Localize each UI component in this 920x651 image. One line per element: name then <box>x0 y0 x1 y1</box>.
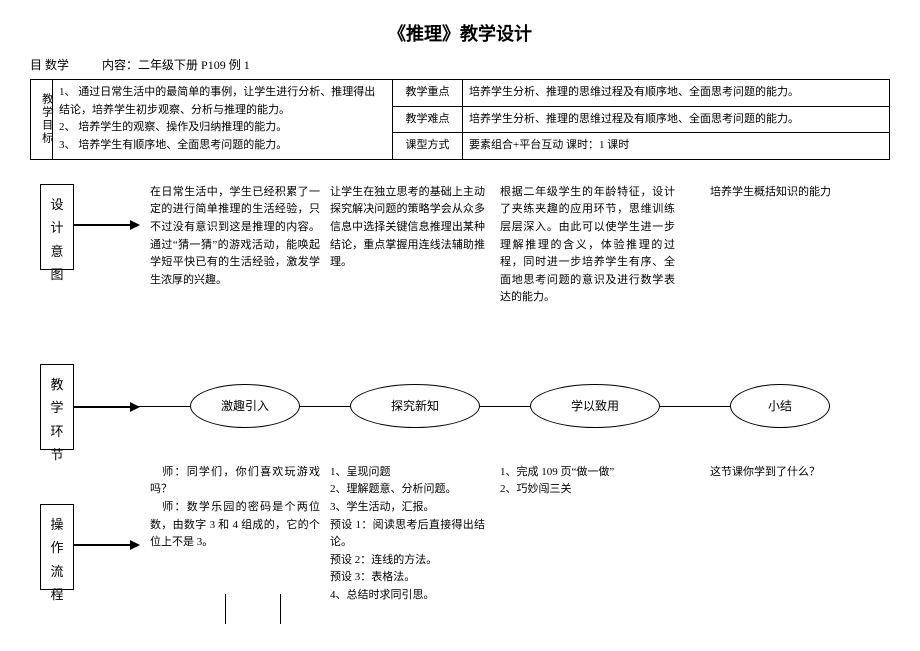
row-val-2: 要素组合+平台互动 课时：1 课时 <box>463 133 890 160</box>
flow-text-1: 1、呈现问题 2、理解题意、分析问题。 3、学生活动，汇报。 预设 1：阅读思考… <box>330 464 485 605</box>
row-key-1: 教学难点 <box>393 106 463 133</box>
page-title: 《推理》教学设计 <box>30 20 890 46</box>
arrow-line-2 <box>74 544 130 546</box>
row-key-2: 课型方式 <box>393 133 463 160</box>
subject-prefix: 目 <box>30 58 42 72</box>
arrow-line-0 <box>74 224 130 226</box>
row-val-0: 培养学生分析、推理的思维过程及有顺序地、全面思考问题的能力。 <box>463 80 890 107</box>
diagram-area: 设计意图 教学环节 操作流程 在日常生活中，学生已经积累了一定的进行简单推理的生… <box>30 174 890 634</box>
stage-ellipse-1: 探究新知 <box>350 384 480 428</box>
intent-text-0: 在日常生活中，学生已经积累了一定的进行简单推理的生活经验，只不过没有意识到这是推… <box>150 184 320 290</box>
stage-label-2: 学以致用 <box>571 397 619 414</box>
stage-label-1: 探究新知 <box>391 397 439 414</box>
subject-row: 目 数学 内容：二年级下册 P109 例 1 <box>30 56 890 73</box>
stage-label-0: 激趣引入 <box>221 397 269 414</box>
arrow-head-0 <box>130 220 140 230</box>
intent-text-1: 让学生在独立思考的基础上主动探究解决问题的策略学会从众多信息中选择关键信息推理出… <box>330 184 485 272</box>
flow-text-3: 这节课你学到了什么？ <box>710 464 840 482</box>
subject-value: 数学 <box>45 58 69 72</box>
stage-ellipse-2: 学以致用 <box>530 384 660 428</box>
row-val-1: 培养学生分析、推理的思维过程及有顺序地、全面思考问题的能力。 <box>463 106 890 133</box>
side-box-intent: 设计意图 <box>40 184 74 270</box>
arrow-head-1 <box>130 402 140 412</box>
goal-body: 1、 通过日常生活中的最简单的事例，让学生进行分析、推理得出 结论，培养学生初步… <box>53 80 393 160</box>
content-value: 二年级下册 P109 例 1 <box>138 58 250 72</box>
flow-text-0: 师：同学们，你们喜欢玩游戏吗？ 师：数学乐园的密码是个两位数，由数字 3 和 4… <box>150 464 320 552</box>
stage-label-3: 小结 <box>768 397 792 414</box>
goal-label-cell: 教学目标 <box>31 80 53 160</box>
row-key-0: 教学重点 <box>393 80 463 107</box>
goal-label: 教学目标 <box>37 93 55 145</box>
stage-ellipse-3: 小结 <box>730 384 830 428</box>
side-box-flow: 操作流程 <box>40 504 74 590</box>
intent-text-2: 根据二年级学生的年龄特征，设计了夹练夹趣的应用环节，思维训练层层深入。由此可以使… <box>500 184 675 307</box>
arrow-head-2 <box>130 540 140 550</box>
vline-stub-1 <box>225 594 226 624</box>
intent-text-3: 培养学生概括知识的能力 <box>710 184 840 202</box>
vline-stub-2 <box>280 594 281 624</box>
content-label: 内容： <box>102 58 138 72</box>
side-box-stage: 教学环节 <box>40 364 74 450</box>
stage-ellipse-0: 激趣引入 <box>190 384 300 428</box>
flow-text-2: 1、完成 109 页“做一做” 2、巧妙闯三关 <box>500 464 675 499</box>
top-table: 教学目标 1、 通过日常生活中的最简单的事例，让学生进行分析、推理得出 结论，培… <box>30 79 890 160</box>
